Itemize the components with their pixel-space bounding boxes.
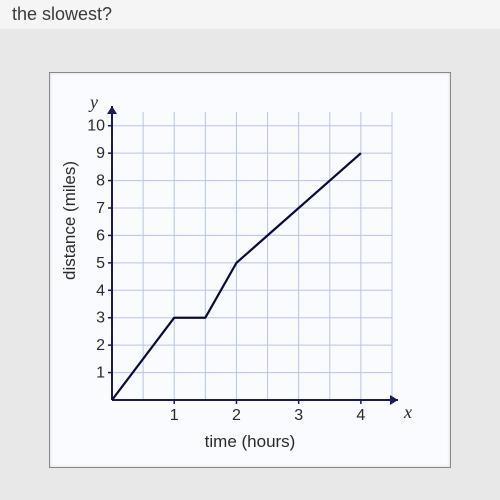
svg-text:7: 7 [96, 200, 105, 217]
y-axis-label: distance (miles) [60, 260, 80, 280]
svg-text:10: 10 [87, 117, 105, 134]
svg-text:4: 4 [356, 407, 365, 424]
svg-text:6: 6 [96, 227, 105, 244]
svg-text:1: 1 [96, 364, 105, 381]
line-chart: 1 2 3 4 5 6 7 8 9 10 1 2 3 4 y x [80, 88, 420, 428]
svg-text:4: 4 [96, 282, 105, 299]
svg-text:3: 3 [96, 309, 105, 326]
svg-text:1: 1 [170, 407, 179, 424]
svg-text:5: 5 [96, 254, 105, 271]
svg-text:9: 9 [96, 145, 105, 162]
svg-text:x: x [403, 402, 412, 422]
chart-container: distance (miles) 1 2 3 4 5 6 7 8 9 10 1 2 3 4 y x time … [0, 29, 500, 500]
svg-text:2: 2 [232, 407, 241, 424]
svg-text:8: 8 [96, 172, 105, 189]
svg-text:2: 2 [96, 337, 105, 354]
question-text: the slowest? [0, 0, 500, 29]
svg-text:3: 3 [294, 407, 303, 424]
chart-frame: distance (miles) 1 2 3 4 5 6 7 8 9 10 1 2 3 4 y x time … [49, 72, 451, 468]
svg-text:y: y [88, 92, 98, 112]
x-axis-label: time (hours) [205, 432, 296, 452]
